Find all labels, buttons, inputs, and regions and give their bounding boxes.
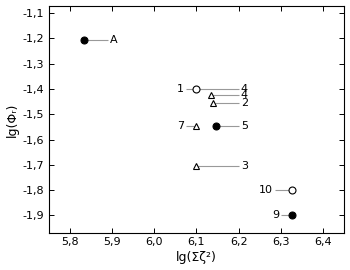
Text: 2: 2 xyxy=(241,98,248,108)
Text: 4: 4 xyxy=(241,84,248,94)
Text: 3: 3 xyxy=(241,161,248,171)
Text: 7: 7 xyxy=(177,122,184,131)
Text: 1: 1 xyxy=(177,84,184,94)
Text: 9: 9 xyxy=(272,210,279,220)
Text: 4: 4 xyxy=(241,90,248,100)
Text: 5: 5 xyxy=(241,122,248,131)
Text: 10: 10 xyxy=(259,185,273,195)
X-axis label: lg(Σζ²): lg(Σζ²) xyxy=(176,251,217,264)
Y-axis label: lg(Φᵣ): lg(Φᵣ) xyxy=(6,102,19,137)
Text: A: A xyxy=(110,35,118,45)
